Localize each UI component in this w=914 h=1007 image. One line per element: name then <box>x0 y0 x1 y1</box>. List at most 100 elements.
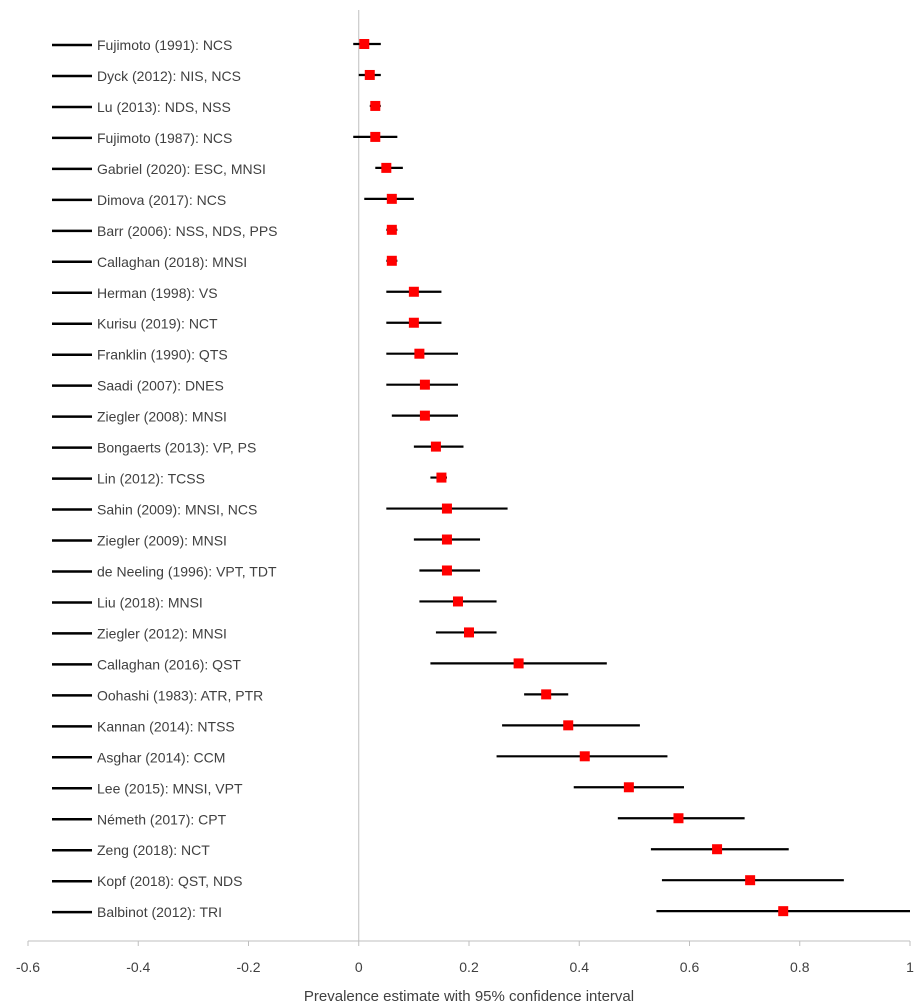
estimate-marker <box>541 689 551 699</box>
study-label: Lin (2012): TCSS <box>97 471 205 487</box>
study-row: Fujimoto (1991): NCS <box>52 37 381 53</box>
x-axis: -0.6 -0.4 -0.2 0 0.2 0.4 0.6 0.8 1 <box>16 941 914 975</box>
study-row: Lu (2013): NDS, NSS <box>52 99 381 115</box>
study-row: Fujimoto (1987): NCS <box>52 130 397 146</box>
x-tick-label: -0.2 <box>236 959 260 975</box>
x-axis-label: Prevalence estimate with 95% confidence … <box>304 988 634 1005</box>
study-label: Callaghan (2018): MNSI <box>97 254 247 270</box>
x-tick-label: -0.4 <box>126 959 150 975</box>
estimate-marker <box>442 504 452 514</box>
estimate-marker <box>370 132 380 142</box>
study-row: Ziegler (2012): MNSI <box>52 625 497 641</box>
estimate-marker <box>387 194 397 204</box>
study-label: Fujimoto (1987): NCS <box>97 130 232 146</box>
estimate-marker <box>442 565 452 575</box>
estimate-marker <box>370 101 380 111</box>
study-row: Herman (1998): VS <box>52 285 441 301</box>
study-label: Ziegler (2012): MNSI <box>97 625 227 641</box>
study-row: Kannan (2014): NTSS <box>52 718 640 734</box>
estimate-marker <box>420 380 430 390</box>
estimate-marker <box>365 70 375 80</box>
x-tick-label: 0.8 <box>790 959 810 975</box>
study-label: Dimova (2017): NCS <box>97 192 226 208</box>
x-tick-label: 0.2 <box>459 959 479 975</box>
study-row: Zeng (2018): NCT <box>52 842 789 858</box>
estimate-marker <box>387 225 397 235</box>
estimate-marker <box>442 535 452 545</box>
study-label: de Neeling (1996): VPT, TDT <box>97 563 277 579</box>
study-label: Saadi (2007): DNES <box>97 378 224 394</box>
study-label: Fujimoto (1991): NCS <box>97 37 232 53</box>
x-tick-label: 1 <box>906 959 914 975</box>
study-label: Lu (2013): NDS, NSS <box>97 99 231 115</box>
estimate-marker <box>414 349 424 359</box>
estimate-marker <box>464 627 474 637</box>
estimate-marker <box>580 751 590 761</box>
study-row: Lee (2015): MNSI, VPT <box>52 780 684 796</box>
study-row: Bongaerts (2013): VP, PS <box>52 440 463 456</box>
estimate-marker <box>563 720 573 730</box>
study-label: Herman (1998): VS <box>97 285 218 301</box>
study-label: Zeng (2018): NCT <box>97 842 210 858</box>
study-label: Gabriel (2020): ESC, MNSI <box>97 161 266 177</box>
study-row: Ziegler (2009): MNSI <box>52 533 480 549</box>
study-label: Oohashi (1983): ATR, PTR <box>97 687 263 703</box>
study-row: Dyck (2012): NIS, NCS <box>52 68 381 84</box>
study-row: Kopf (2018): QST, NDS <box>52 873 844 889</box>
study-row: Callaghan (2018): MNSI <box>52 254 397 270</box>
study-row: Saadi (2007): DNES <box>52 378 458 394</box>
estimate-marker <box>453 596 463 606</box>
study-row: Lin (2012): TCSS <box>52 471 447 487</box>
study-row: Ziegler (2008): MNSI <box>52 409 458 425</box>
estimate-marker <box>409 287 419 297</box>
study-label: Franklin (1990): QTS <box>97 347 228 363</box>
study-label: Dyck (2012): NIS, NCS <box>97 68 241 84</box>
x-tick-label: 0 <box>355 959 363 975</box>
study-row: Gabriel (2020): ESC, MNSI <box>52 161 403 177</box>
study-row: de Neeling (1996): VPT, TDT <box>52 563 480 579</box>
estimate-marker <box>673 813 683 823</box>
study-label: Balbinot (2012): TRI <box>97 904 222 920</box>
study-rows: Fujimoto (1991): NCS Dyck (2012): NIS, NC… <box>52 37 910 920</box>
study-label: Kannan (2014): NTSS <box>97 718 235 734</box>
study-label: Asghar (2014): CCM <box>97 749 225 765</box>
estimate-marker <box>624 782 634 792</box>
study-row: Oohashi (1983): ATR, PTR <box>52 687 568 703</box>
estimate-marker <box>712 844 722 854</box>
study-row: Kurisu (2019): NCT <box>52 316 441 332</box>
estimate-marker <box>409 318 419 328</box>
estimate-marker <box>381 163 391 173</box>
estimate-marker <box>420 411 430 421</box>
study-row: Asghar (2014): CCM <box>52 749 667 765</box>
x-tick-label: -0.6 <box>16 959 40 975</box>
study-label: Callaghan (2016): QST <box>97 656 241 672</box>
study-row: Dimova (2017): NCS <box>52 192 414 208</box>
study-row: Sahin (2009): MNSI, NCS <box>52 502 508 518</box>
x-tick-label: 0.6 <box>680 959 700 975</box>
study-label: Lee (2015): MNSI, VPT <box>97 780 243 796</box>
estimate-marker <box>514 658 524 668</box>
study-row: Barr (2006): NSS, NDS, PPS <box>52 223 397 239</box>
study-label: Ziegler (2009): MNSI <box>97 533 227 549</box>
study-row: Callaghan (2016): QST <box>52 656 607 672</box>
study-row: Liu (2018): MNSI <box>52 594 497 610</box>
study-label: Kurisu (2019): NCT <box>97 316 218 332</box>
study-label: Bongaerts (2013): VP, PS <box>97 440 256 456</box>
estimate-marker <box>745 875 755 885</box>
study-row: Balbinot (2012): TRI <box>52 904 910 920</box>
study-label: Liu (2018): MNSI <box>97 594 203 610</box>
study-row: Franklin (1990): QTS <box>52 347 458 363</box>
estimate-marker <box>436 473 446 483</box>
study-label: Németh (2017): CPT <box>97 811 227 827</box>
estimate-marker <box>431 442 441 452</box>
study-label: Ziegler (2008): MNSI <box>97 409 227 425</box>
estimate-marker <box>778 906 788 916</box>
x-tick-label: 0.4 <box>570 959 590 975</box>
estimate-marker <box>387 256 397 266</box>
study-label: Barr (2006): NSS, NDS, PPS <box>97 223 278 239</box>
study-label: Sahin (2009): MNSI, NCS <box>97 502 257 518</box>
study-label: Kopf (2018): QST, NDS <box>97 873 243 889</box>
estimate-marker <box>359 39 369 49</box>
study-row: Németh (2017): CPT <box>52 811 745 827</box>
